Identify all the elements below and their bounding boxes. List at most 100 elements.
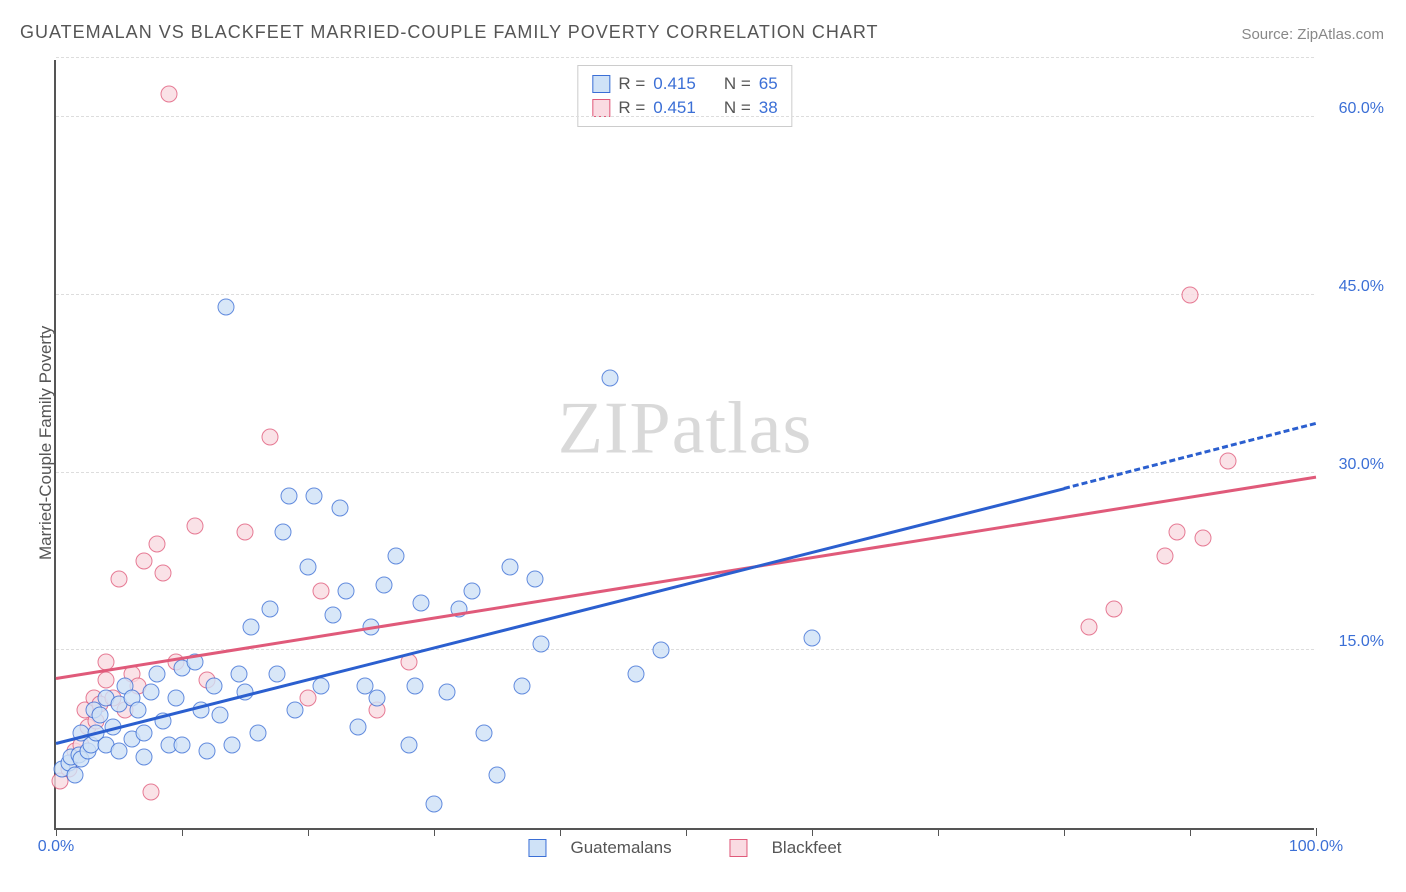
data-point <box>426 796 443 813</box>
y-tick-label: 45.0% <box>1339 278 1384 296</box>
x-tick-mark <box>560 828 561 836</box>
watermark-thin: atlas <box>672 387 813 469</box>
correlation-legend: R = 0.415 N = 65 R = 0.451 N = 38 <box>577 65 792 127</box>
plot-area: ZIPatlas R = 0.415 N = 65 R = 0.451 N = … <box>54 60 1314 830</box>
swatch-guatemalans <box>592 75 610 93</box>
data-point <box>438 683 455 700</box>
data-point <box>167 689 184 706</box>
data-point <box>1194 529 1211 546</box>
data-point <box>218 298 235 315</box>
y-axis-label: Married-Couple Family Poverty <box>36 326 56 560</box>
x-tick-mark <box>1190 828 1191 836</box>
data-point <box>306 488 323 505</box>
data-point <box>136 725 153 742</box>
r-value-guatemalans: 0.415 <box>653 72 696 96</box>
data-point <box>268 666 285 683</box>
x-tick-mark <box>1064 828 1065 836</box>
data-point <box>652 642 669 659</box>
data-point <box>325 606 342 623</box>
data-point <box>1169 523 1186 540</box>
data-point <box>489 766 506 783</box>
data-point <box>148 535 165 552</box>
chart-title: GUATEMALAN VS BLACKFEET MARRIED-COUPLE F… <box>20 22 879 43</box>
series-legend: Guatemalans Blackfeet <box>528 838 841 858</box>
swatch-blackfeet-bottom <box>730 839 748 857</box>
x-tick-mark <box>308 828 309 836</box>
data-point <box>388 547 405 564</box>
data-point <box>375 577 392 594</box>
data-point <box>337 583 354 600</box>
data-point <box>66 766 83 783</box>
gridline <box>56 294 1314 295</box>
legend-label-guatemalans: Guatemalans <box>570 838 671 858</box>
data-point <box>274 523 291 540</box>
data-point <box>1156 547 1173 564</box>
data-point <box>224 737 241 754</box>
data-point <box>262 600 279 617</box>
data-point <box>98 671 115 688</box>
data-point <box>142 683 159 700</box>
data-point <box>199 743 216 760</box>
y-tick-label: 30.0% <box>1339 456 1384 474</box>
x-tick-mark <box>812 828 813 836</box>
data-point <box>230 666 247 683</box>
watermark-bold: ZIP <box>558 387 672 469</box>
data-point <box>243 618 260 635</box>
data-point <box>287 701 304 718</box>
data-point <box>1182 286 1199 303</box>
x-tick-label: 100.0% <box>1289 838 1343 856</box>
data-point <box>174 737 191 754</box>
y-tick-label: 15.0% <box>1339 633 1384 651</box>
x-tick-mark <box>182 828 183 836</box>
data-point <box>211 707 228 724</box>
r-label: R = <box>618 72 645 96</box>
data-point <box>369 689 386 706</box>
data-point <box>281 488 298 505</box>
gridline <box>56 116 1314 117</box>
n-value-guatemalans: 65 <box>759 72 778 96</box>
data-point <box>804 630 821 647</box>
trend-line <box>56 487 1065 745</box>
data-point <box>312 583 329 600</box>
data-point <box>413 594 430 611</box>
data-point <box>1106 600 1123 617</box>
watermark: ZIPatlas <box>558 386 813 471</box>
data-point <box>627 666 644 683</box>
legend-label-blackfeet: Blackfeet <box>772 838 842 858</box>
gridline <box>56 57 1314 58</box>
data-point <box>300 559 317 576</box>
data-point <box>350 719 367 736</box>
data-point <box>533 636 550 653</box>
data-point <box>111 571 128 588</box>
data-point <box>205 677 222 694</box>
data-point <box>463 583 480 600</box>
data-point <box>1081 618 1098 635</box>
x-tick-mark <box>434 828 435 836</box>
data-point <box>1219 452 1236 469</box>
swatch-blackfeet <box>592 99 610 117</box>
data-point <box>501 559 518 576</box>
data-point <box>400 737 417 754</box>
x-tick-mark <box>938 828 939 836</box>
x-tick-mark <box>1316 828 1317 836</box>
x-tick-mark <box>56 828 57 836</box>
data-point <box>148 666 165 683</box>
data-point <box>514 677 531 694</box>
n-label: N = <box>724 72 751 96</box>
data-point <box>262 429 279 446</box>
data-point <box>312 677 329 694</box>
data-point <box>526 571 543 588</box>
y-tick-label: 60.0% <box>1339 100 1384 118</box>
data-point <box>142 784 159 801</box>
x-tick-mark <box>686 828 687 836</box>
data-point <box>249 725 266 742</box>
data-point <box>129 701 146 718</box>
x-tick-label: 0.0% <box>38 838 74 856</box>
trend-line <box>1064 422 1317 490</box>
data-point <box>161 85 178 102</box>
data-point <box>331 500 348 517</box>
source-label: Source: ZipAtlas.com <box>1241 26 1384 43</box>
data-point <box>602 369 619 386</box>
data-point <box>407 677 424 694</box>
data-point <box>476 725 493 742</box>
